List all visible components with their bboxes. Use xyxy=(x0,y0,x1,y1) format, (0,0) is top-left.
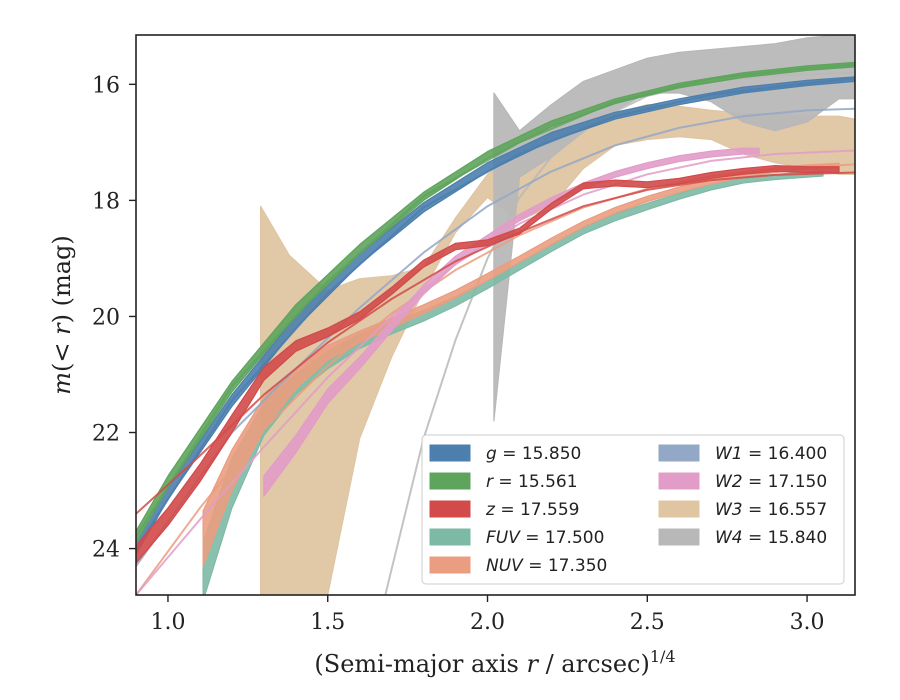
legend-swatch-w3 xyxy=(658,500,700,518)
legend-swatch-w2 xyxy=(658,472,700,490)
plot-frame xyxy=(135,34,856,596)
x-tick-label: 2.5 xyxy=(630,610,665,635)
legend-swatch-fuv xyxy=(429,528,471,546)
x-tick-label: 3.0 xyxy=(790,610,825,635)
series-layer xyxy=(136,35,855,595)
y-tick-label: 22 xyxy=(92,422,120,447)
x-axis-label: (Semi-major axis r / arcsec)1/4 xyxy=(314,647,675,678)
x-tick-label: 2.0 xyxy=(470,610,505,635)
legend-label-fuv: FUV = 17.500 xyxy=(486,528,604,548)
legend-swatch-w4 xyxy=(658,528,700,546)
y-tick-label: 20 xyxy=(92,305,120,330)
series-fit-w1 xyxy=(136,107,855,567)
series-band-r xyxy=(136,61,855,544)
legend-label-nuv: NUV = 17.350 xyxy=(486,556,607,576)
series-fit-z xyxy=(136,171,855,515)
legend-label-g: g = 15.850 xyxy=(486,444,581,464)
series-fit-r xyxy=(136,63,855,538)
legend-label-w1: W1 = 16.400 xyxy=(715,444,827,464)
legend: g = 15.850 r = 15.561 z = 17.559 FUV = 17.5… xyxy=(421,434,845,585)
x-tick-label: 1.0 xyxy=(150,610,185,635)
legend-swatch-z xyxy=(429,500,471,518)
legend-swatch-r xyxy=(429,472,471,490)
y-axis-label: m(< r) (mag) xyxy=(48,235,76,395)
legend-label-r: r = 15.561 xyxy=(486,472,578,492)
series-band-w4 xyxy=(493,35,855,422)
legend-box xyxy=(421,434,845,585)
y-tick-label: 18 xyxy=(92,189,120,214)
legend-label-z: z = 17.559 xyxy=(485,500,579,520)
legend-label-w2: W2 = 17.150 xyxy=(715,472,827,492)
y-tick-label: 16 xyxy=(92,73,120,98)
ticks-layer: 1.0 1.5 2.0 2.5 3.0 16 18 20 22 24 xyxy=(92,73,825,635)
legend-swatch-g xyxy=(429,444,471,462)
x-tick-label: 1.5 xyxy=(310,610,345,635)
series-band-w2 xyxy=(263,147,760,497)
legend-swatch-w1 xyxy=(658,444,700,462)
legend-swatch-nuv xyxy=(429,556,471,574)
legend-label-w4: W4 = 15.840 xyxy=(715,528,827,548)
legend-label-w3: W3 = 16.557 xyxy=(715,500,827,520)
series-fit-g xyxy=(136,77,855,550)
y-tick-label: 24 xyxy=(92,538,120,563)
